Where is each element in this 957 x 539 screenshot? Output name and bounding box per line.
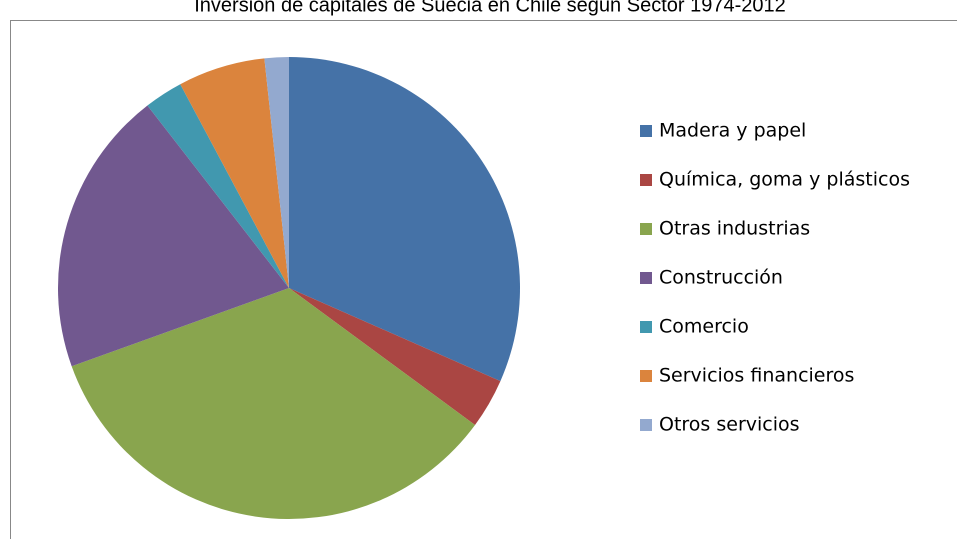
pie-slice — [57, 105, 289, 367]
legend-swatch — [640, 174, 652, 186]
pie-slice — [71, 288, 476, 519]
pie-slice — [264, 57, 289, 288]
pie-slice — [289, 57, 520, 382]
legend-label: Química, goma y plásticos — [659, 169, 910, 191]
pie-slice — [289, 288, 501, 425]
pie — [57, 57, 520, 519]
legend-label: Otros servicios — [659, 414, 800, 436]
legend-label: Otras industrias — [659, 218, 810, 240]
legend-swatch — [640, 370, 652, 382]
chart-title: Inversión de capitales de Suecia en Chil… — [194, 0, 786, 16]
pie-slice — [147, 84, 289, 288]
legend-label: Comercio — [659, 316, 749, 338]
legend-label: Servicios financieros — [659, 365, 854, 387]
legend-swatch — [640, 272, 652, 284]
legend-swatch — [640, 125, 652, 137]
legend: Madera y papel Química, goma y plásticos O… — [640, 120, 910, 436]
legend-swatch — [640, 419, 652, 431]
legend-label: Construcción — [659, 267, 783, 289]
legend-swatch — [640, 223, 652, 235]
pie-slice — [180, 58, 289, 289]
legend-swatch — [640, 321, 652, 333]
legend-label: Madera y papel — [659, 120, 806, 142]
